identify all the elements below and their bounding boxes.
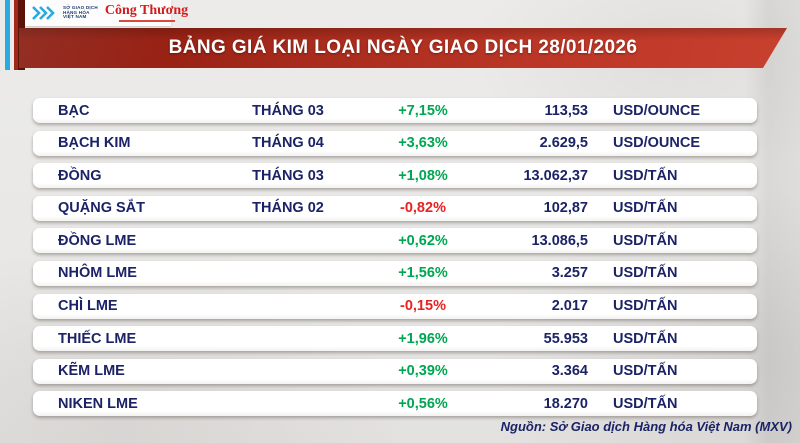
price-value: 18.270 <box>543 395 588 412</box>
percent-change: +0,39% <box>398 363 448 380</box>
mxv-logo-icon <box>32 6 55 20</box>
percent-change: +0,56% <box>398 395 448 412</box>
commodity-name: NIKEN LME <box>58 395 138 412</box>
table-row: NIKEN LME +0,56% 18.270 USD/TẤN <box>33 391 757 417</box>
page-title: BẢNG GIÁ KIM LOẠI NGÀY GIAO DỊCH 28/01/2… <box>168 37 638 58</box>
contract-month: THÁNG 04 <box>252 135 324 152</box>
price-value: 13.086,5 <box>531 232 588 249</box>
price-unit: USD/TẤN <box>613 200 678 217</box>
table-row: NHÔM LME +1,56% 3.257 USD/TẤN <box>33 260 757 286</box>
mxv-text-line1: SỞ GIAO DỊCH <box>63 4 98 10</box>
price-unit: USD/TẤN <box>613 167 678 184</box>
commodity-name: KẼM LME <box>58 363 125 380</box>
price-unit: USD/OUNCE <box>613 102 701 119</box>
left-stripe-cyan <box>5 0 10 70</box>
table-row: THIẾC LME +1,96% 55.953 USD/TẤN <box>33 326 757 352</box>
table-row: KẼM LME +0,39% 3.364 USD/TẤN <box>33 358 757 384</box>
price-value: 102,87 <box>543 200 588 217</box>
percent-change: +1,08% <box>398 167 448 184</box>
congthuong-logo-underline <box>118 19 175 22</box>
contract-month: THÁNG 02 <box>252 200 324 217</box>
price-unit: USD/TẤN <box>613 265 678 282</box>
table-row: CHÌ LME -0,15% 2.017 USD/TẤN <box>33 293 757 319</box>
congthuong-logo-text: Công Thương <box>104 3 189 18</box>
price-unit: USD/TẤN <box>613 298 678 315</box>
commodity-name: CHÌ LME <box>58 298 118 315</box>
price-unit: USD/TẤN <box>613 330 678 347</box>
congthuong-logo: Công Thương <box>105 4 188 22</box>
price-unit: USD/OUNCE <box>613 135 701 152</box>
mxv-text-line2: HÀNG HÓA <box>63 9 90 15</box>
left-stripe-red <box>14 0 18 70</box>
price-value: 55.953 <box>543 330 588 347</box>
price-table: BẠC THÁNG 03 +7,15% 113,53 USD/OUNCE BẠC… <box>33 98 757 417</box>
commodity-name: NHÔM LME <box>58 265 137 282</box>
percent-change: +3,63% <box>398 135 448 152</box>
percent-change: -0,15% <box>400 298 446 315</box>
contract-month: THÁNG 03 <box>252 167 324 184</box>
table-row: BẠC THÁNG 03 +7,15% 113,53 USD/OUNCE <box>33 98 757 123</box>
percent-change: +7,15% <box>398 102 448 119</box>
price-value: 2.629,5 <box>539 135 588 152</box>
percent-change: +0,62% <box>398 232 448 249</box>
contract-month: THÁNG 03 <box>252 102 324 119</box>
table-row: ĐỒNG THÁNG 03 +1,08% 13.062,37 USD/TẤN <box>33 163 757 189</box>
commodity-name: THIẾC LME <box>58 330 137 347</box>
percent-change: +1,96% <box>398 330 448 347</box>
price-value: 2.017 <box>551 298 588 315</box>
mxv-logo-text: SỞ GIAO DỊCH HÀNG HÓA VIỆT NAM <box>63 4 98 20</box>
price-value: 3.364 <box>551 363 588 380</box>
logo-box: SỞ GIAO DỊCH HÀNG HÓA VIỆT NAM Công Thươ… <box>25 0 188 26</box>
commodity-name: QUẶNG SẮT <box>58 200 145 217</box>
price-unit: USD/TẤN <box>613 232 678 249</box>
price-value: 3.257 <box>551 265 588 282</box>
source-credit: Nguồn: Sở Giao dịch Hàng hóa Việt Nam (M… <box>500 419 792 434</box>
commodity-name: ĐỒNG LME <box>58 232 137 249</box>
table-row: QUẶNG SẮT THÁNG 02 -0,82% 102,87 USD/TẤN <box>33 195 757 221</box>
price-value: 113,53 <box>544 102 588 119</box>
price-value: 13.062,37 <box>523 167 588 184</box>
table-row: BẠCH KIM THÁNG 04 +3,63% 2.629,5 USD/OUN… <box>33 130 757 156</box>
commodity-name: BẠC <box>58 102 90 119</box>
mxv-text-line3: VIỆT NAM <box>63 14 87 20</box>
percent-change: -0,82% <box>400 200 446 217</box>
table-row: ĐỒNG LME +0,62% 13.086,5 USD/TẤN <box>33 228 757 254</box>
title-banner: BẢNG GIÁ KIM LOẠI NGÀY GIAO DỊCH 28/01/2… <box>19 28 787 68</box>
commodity-name: ĐỒNG <box>58 167 102 184</box>
price-unit: USD/TẤN <box>613 395 678 412</box>
commodity-name: BẠCH KIM <box>58 135 131 152</box>
price-unit: USD/TẤN <box>613 363 678 380</box>
percent-change: +1,56% <box>398 265 448 282</box>
